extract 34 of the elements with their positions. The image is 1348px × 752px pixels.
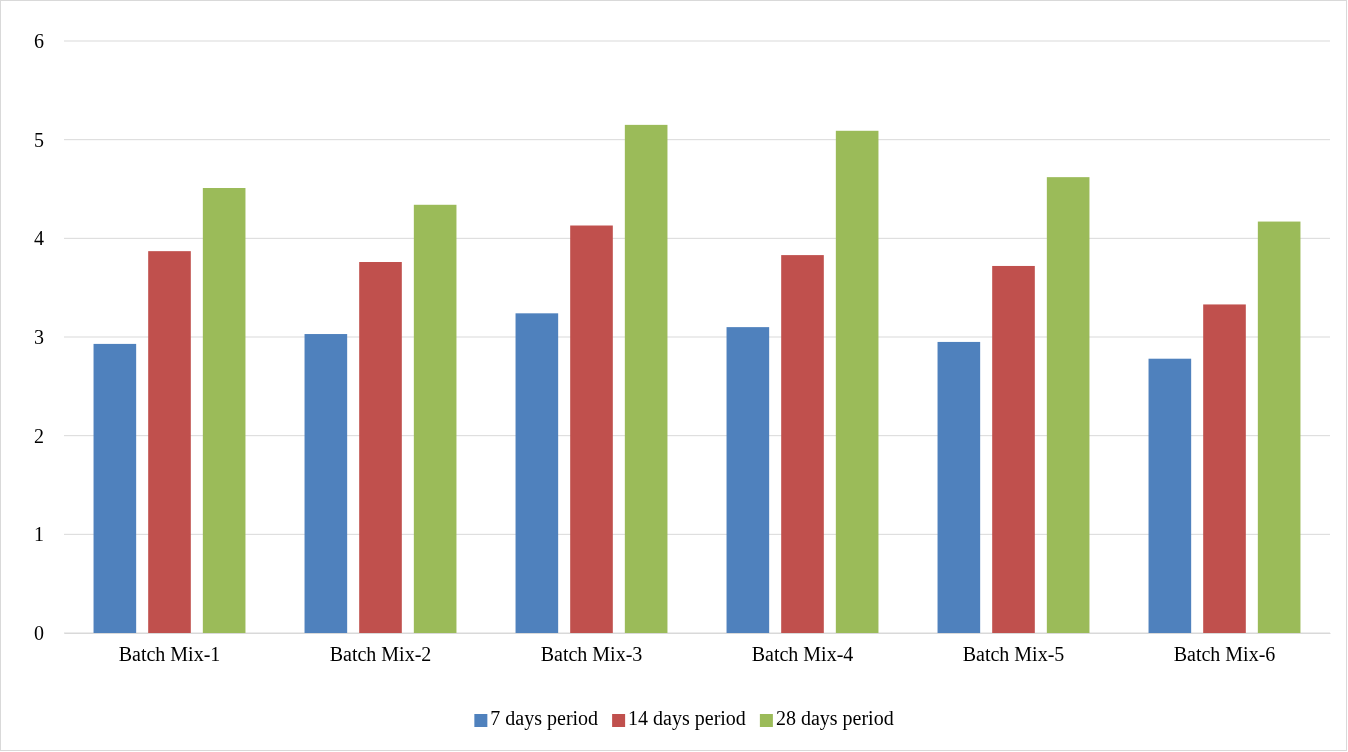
bar <box>726 327 770 633</box>
bar <box>93 343 137 633</box>
x-tick-label: Batch Mix-4 <box>751 643 854 666</box>
bar <box>359 262 402 633</box>
bar <box>1148 358 1192 633</box>
bar <box>835 130 879 633</box>
bar <box>992 265 1035 633</box>
y-tick-label: 5 <box>34 128 44 151</box>
bar <box>570 225 613 633</box>
legend-label: 7 days period <box>490 707 599 730</box>
y-tick-label: 4 <box>34 227 44 250</box>
legend-label: 28 days period <box>775 707 894 730</box>
y-tick-label: 3 <box>34 325 44 348</box>
bar <box>515 313 559 633</box>
x-tick-label: Batch Mix-6 <box>1173 643 1276 666</box>
bar <box>1257 221 1301 633</box>
y-tick-label: 2 <box>34 424 44 447</box>
legend-label: 14 days period <box>628 707 746 730</box>
x-tick-label: Batch Mix-1 <box>118 643 221 666</box>
y-tick-label: 6 <box>34 29 44 52</box>
bar <box>937 341 981 633</box>
y-tick-label: 1 <box>34 523 44 546</box>
y-tick-label: 0 <box>34 621 44 644</box>
bar <box>148 251 191 633</box>
bar <box>781 255 824 633</box>
x-tick-label: Batch Mix-5 <box>962 643 1065 666</box>
bar <box>1203 304 1246 633</box>
bar <box>624 124 668 633</box>
x-tick-label: Batch Mix-3 <box>540 643 643 666</box>
bar <box>202 188 246 633</box>
x-tick-label: Batch Mix-2 <box>329 643 432 666</box>
bar <box>304 334 348 633</box>
bar <box>1046 177 1090 633</box>
bar <box>413 204 457 633</box>
